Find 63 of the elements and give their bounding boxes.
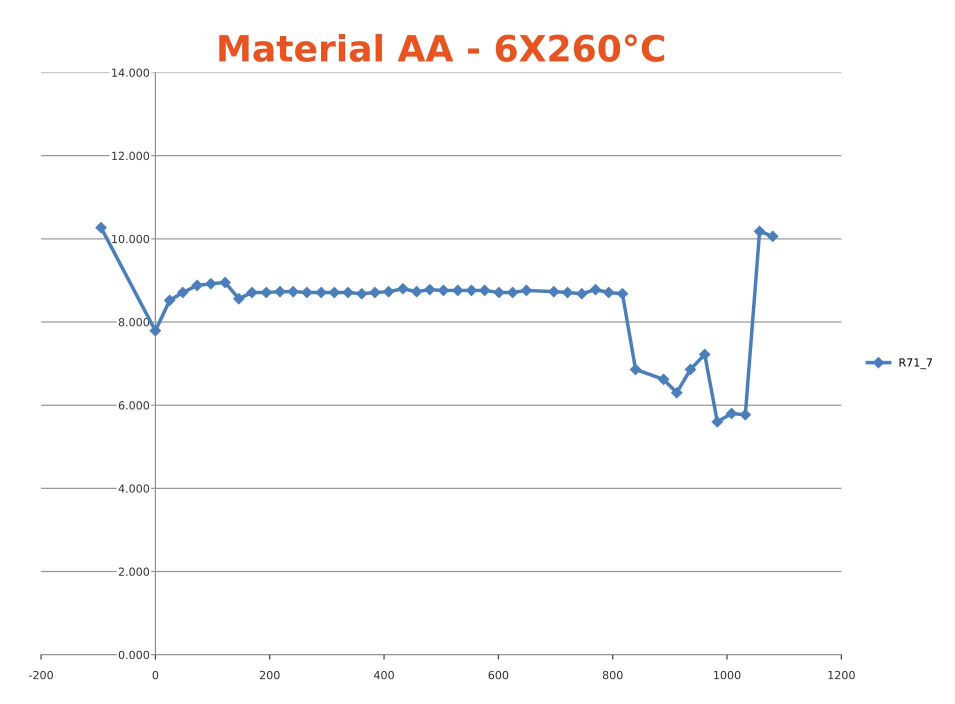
point (699, 348, 710, 360)
y-tick-label: 2.000 (118, 568, 150, 576)
y-tick-label: 8.000 (118, 318, 150, 326)
point (562, 286, 574, 298)
point (288, 286, 299, 298)
point (205, 278, 216, 290)
point (369, 286, 381, 298)
point (548, 286, 560, 298)
point (520, 284, 532, 296)
y-tick-label: 6.000 (118, 401, 150, 410)
y-tick-label: 0.000 (118, 650, 150, 660)
x-tick-label: 0 (152, 670, 158, 680)
x-tick-label: 800 (602, 670, 623, 680)
point (767, 230, 778, 242)
x-tick-label: 1000 (714, 670, 740, 680)
point (740, 409, 751, 420)
x-tick-label: 200 (260, 670, 280, 680)
point (671, 387, 682, 398)
point (411, 286, 422, 298)
point (220, 276, 231, 288)
x-tick-label: -200 (29, 670, 53, 680)
point (397, 283, 409, 294)
point (754, 226, 766, 237)
x-tick-label: 400 (374, 670, 394, 680)
y-tick-label: 4.000 (118, 484, 150, 493)
point (438, 284, 450, 296)
point (301, 286, 312, 298)
point (616, 288, 628, 300)
point (164, 294, 176, 306)
point (658, 374, 670, 386)
point (260, 286, 272, 298)
point (383, 286, 394, 298)
point (576, 288, 588, 300)
point (466, 284, 478, 296)
point (493, 286, 505, 298)
y-tick-label: 14.000 (112, 68, 150, 77)
x-tick-label: 1200 (828, 670, 855, 680)
point (479, 284, 490, 296)
point (424, 284, 436, 296)
point (177, 286, 188, 298)
point (726, 408, 738, 420)
chart-title: Material AA - 6X260°C (219, 34, 664, 62)
point (328, 286, 340, 298)
point (507, 286, 518, 298)
point (150, 325, 161, 336)
point (316, 286, 327, 298)
legend-label: R71_7 (900, 358, 932, 370)
x-tick-label: 600 (488, 670, 508, 680)
point (233, 293, 244, 304)
point (95, 222, 107, 234)
point (684, 364, 696, 376)
point (356, 288, 368, 300)
point (192, 280, 203, 292)
y-tick-label: 10.000 (112, 234, 150, 244)
point (630, 364, 642, 376)
point (603, 286, 614, 298)
point (452, 284, 464, 296)
point (342, 286, 354, 298)
point (590, 284, 602, 296)
y-tick-label: 12.000 (112, 152, 150, 160)
point (274, 286, 286, 298)
point (246, 286, 258, 298)
point (712, 416, 723, 428)
